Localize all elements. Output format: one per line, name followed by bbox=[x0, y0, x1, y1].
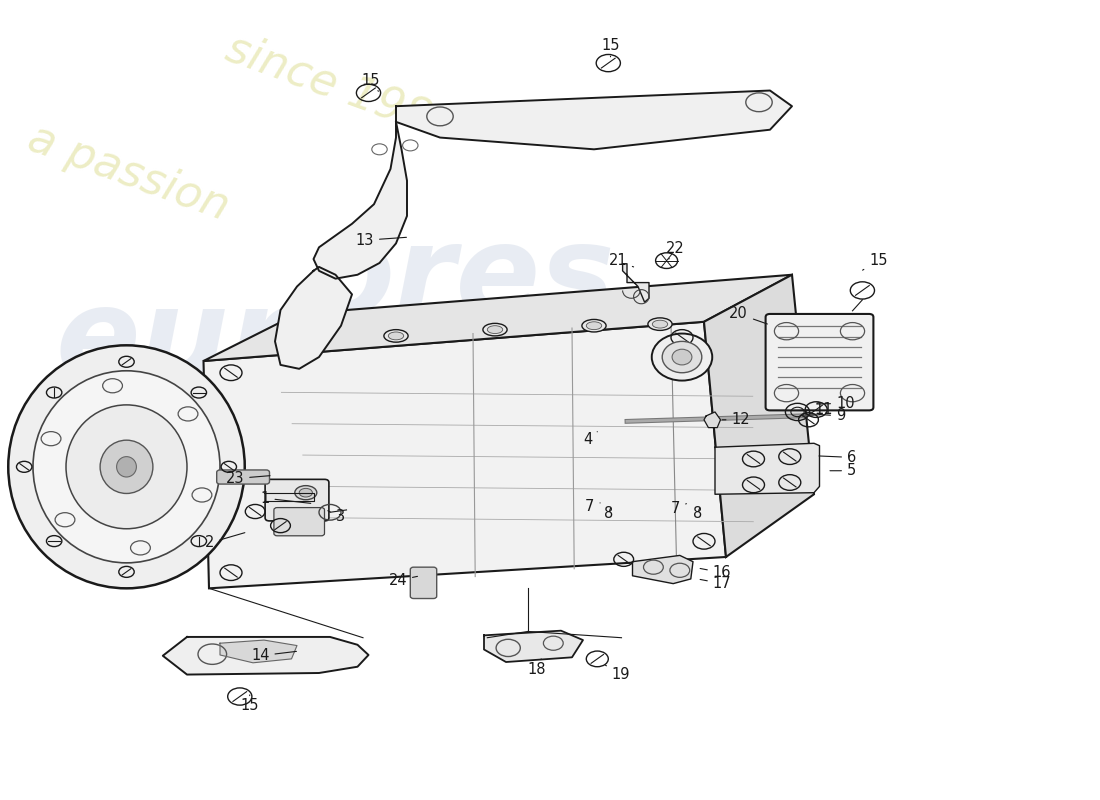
FancyBboxPatch shape bbox=[217, 470, 270, 484]
Polygon shape bbox=[704, 274, 814, 557]
Ellipse shape bbox=[483, 323, 507, 336]
Text: 13: 13 bbox=[355, 233, 406, 248]
Text: 16: 16 bbox=[700, 565, 732, 580]
Polygon shape bbox=[623, 264, 649, 302]
Text: 4: 4 bbox=[583, 432, 597, 447]
Text: 1: 1 bbox=[261, 490, 310, 506]
Polygon shape bbox=[484, 630, 583, 662]
Ellipse shape bbox=[652, 320, 668, 328]
Text: 8: 8 bbox=[604, 506, 613, 521]
Polygon shape bbox=[275, 267, 352, 369]
Ellipse shape bbox=[388, 332, 404, 340]
Text: 5: 5 bbox=[830, 463, 856, 478]
FancyBboxPatch shape bbox=[410, 567, 437, 598]
Ellipse shape bbox=[586, 322, 602, 330]
Ellipse shape bbox=[662, 342, 702, 373]
Ellipse shape bbox=[487, 326, 503, 334]
Text: 10: 10 bbox=[817, 396, 855, 411]
Text: 21: 21 bbox=[608, 253, 634, 268]
Polygon shape bbox=[632, 555, 693, 584]
Ellipse shape bbox=[299, 488, 312, 497]
Text: 15: 15 bbox=[862, 253, 888, 270]
Ellipse shape bbox=[117, 457, 136, 477]
Text: 17: 17 bbox=[700, 576, 732, 591]
Circle shape bbox=[178, 407, 198, 421]
Ellipse shape bbox=[100, 440, 153, 494]
Text: 15: 15 bbox=[362, 73, 380, 91]
Ellipse shape bbox=[672, 350, 692, 365]
FancyBboxPatch shape bbox=[274, 507, 324, 536]
Circle shape bbox=[102, 378, 122, 393]
Text: 9: 9 bbox=[820, 408, 845, 423]
FancyBboxPatch shape bbox=[766, 314, 873, 410]
FancyBboxPatch shape bbox=[265, 479, 329, 521]
Text: 8: 8 bbox=[693, 506, 702, 521]
Text: 19: 19 bbox=[605, 665, 630, 682]
Text: 3: 3 bbox=[328, 509, 344, 524]
Text: 12: 12 bbox=[723, 412, 750, 427]
Polygon shape bbox=[220, 640, 297, 663]
Ellipse shape bbox=[295, 486, 317, 500]
Ellipse shape bbox=[9, 346, 244, 588]
Text: 23: 23 bbox=[226, 471, 270, 486]
Text: eur: eur bbox=[55, 282, 290, 402]
Ellipse shape bbox=[384, 330, 408, 342]
Text: 18: 18 bbox=[528, 659, 546, 678]
Circle shape bbox=[131, 541, 151, 555]
Polygon shape bbox=[715, 443, 820, 494]
Text: 7: 7 bbox=[585, 498, 601, 514]
Text: 2: 2 bbox=[205, 533, 245, 550]
Ellipse shape bbox=[582, 319, 606, 332]
Ellipse shape bbox=[648, 318, 672, 330]
Polygon shape bbox=[204, 322, 726, 588]
Text: 20: 20 bbox=[729, 306, 768, 324]
Text: 14: 14 bbox=[251, 648, 296, 663]
Text: since 1985: since 1985 bbox=[220, 27, 463, 150]
Circle shape bbox=[41, 432, 60, 446]
Ellipse shape bbox=[33, 370, 220, 563]
Text: ores: ores bbox=[308, 219, 615, 340]
Ellipse shape bbox=[651, 334, 713, 381]
Circle shape bbox=[192, 488, 212, 502]
Ellipse shape bbox=[66, 405, 187, 529]
Text: 6: 6 bbox=[820, 450, 856, 465]
Polygon shape bbox=[396, 90, 792, 150]
Text: 15: 15 bbox=[241, 695, 258, 714]
Polygon shape bbox=[204, 274, 792, 361]
Text: a passion: a passion bbox=[22, 116, 235, 229]
Polygon shape bbox=[163, 637, 368, 674]
Text: 24: 24 bbox=[388, 573, 418, 588]
Text: 15: 15 bbox=[602, 38, 619, 57]
Text: 22: 22 bbox=[666, 241, 684, 259]
Circle shape bbox=[55, 513, 75, 526]
Polygon shape bbox=[314, 122, 407, 278]
Text: 11: 11 bbox=[802, 402, 833, 417]
Polygon shape bbox=[704, 412, 720, 428]
Text: 7: 7 bbox=[671, 501, 686, 516]
